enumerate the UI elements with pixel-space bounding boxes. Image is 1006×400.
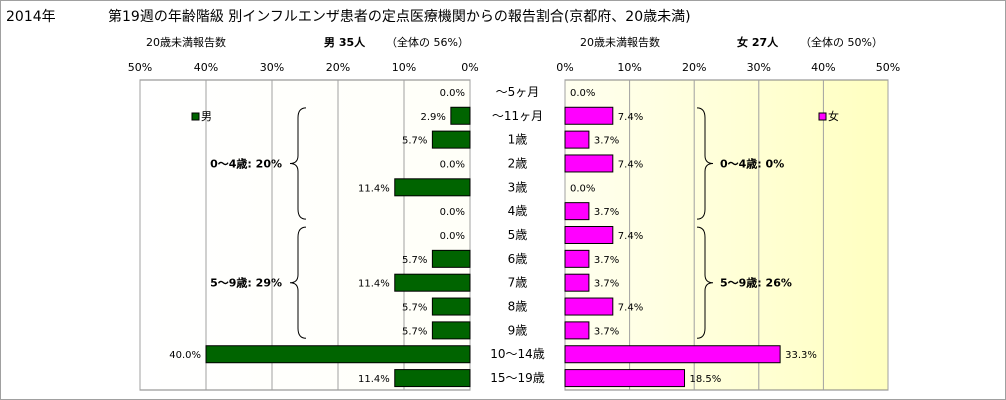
age-category-label: 9歳 xyxy=(508,323,528,337)
female-bar xyxy=(564,226,614,244)
female-bar xyxy=(564,130,590,149)
female-data-label: 7.4% xyxy=(618,159,643,170)
female-data-label: 3.7% xyxy=(594,279,619,290)
left-tick-label: 0% xyxy=(461,61,478,74)
male-data-label: 11.4% xyxy=(358,374,390,385)
left-tick-label: 10% xyxy=(392,61,416,74)
female-bar xyxy=(564,202,590,221)
male-data-label: 0.0% xyxy=(440,207,465,218)
female-data-label: 0.0% xyxy=(570,183,595,194)
right-tick-label: 20% xyxy=(682,61,706,74)
female-data-label: 7.4% xyxy=(618,112,643,123)
female-data-label: 7.4% xyxy=(618,231,643,242)
female-total: 女 27人 xyxy=(737,36,779,49)
right-caption: 20歳未満報告数 xyxy=(580,36,660,49)
female-bar xyxy=(564,154,614,173)
male-data-label: 2.9% xyxy=(420,112,445,123)
chart-title: 第19週の年齢階級 別インフルエンザ患者の定点医療機関からの報告割合(京都府、2… xyxy=(108,9,691,25)
right-group-brace xyxy=(696,107,714,220)
male-bar xyxy=(431,249,471,268)
female-share: （全体の 50%） xyxy=(800,36,883,49)
age-category-label: 5歳 xyxy=(508,228,528,242)
female-bar xyxy=(564,106,614,125)
male-bar xyxy=(450,106,471,125)
female-data-label: 7.4% xyxy=(618,303,643,314)
male-data-label: 5.7% xyxy=(402,255,427,266)
right-tick-label: 40% xyxy=(811,61,835,74)
right-group-brace xyxy=(696,226,714,339)
female-bar xyxy=(564,321,590,340)
male-data-label: 0.0% xyxy=(440,231,465,242)
male-bar xyxy=(394,273,471,292)
female-legend-label: 女 xyxy=(828,109,839,123)
age-category-label: 3歳 xyxy=(508,180,528,194)
right-tick-label: 0% xyxy=(556,61,573,74)
right-tick-label: 10% xyxy=(617,61,641,74)
male-bar xyxy=(205,345,471,364)
male-data-label: 40.0% xyxy=(169,350,201,361)
male-data-label: 11.4% xyxy=(358,183,390,194)
left-group-annotation: 5～9歳: 29% xyxy=(210,276,282,290)
male-bar xyxy=(431,297,471,316)
female-data-label: 3.7% xyxy=(594,255,619,266)
left-tick-label: 50% xyxy=(128,61,152,74)
left-tick-label: 40% xyxy=(194,61,218,74)
male-bar xyxy=(394,369,471,388)
female-legend-swatch xyxy=(818,112,827,121)
left-plot-area xyxy=(139,79,471,391)
male-bar xyxy=(431,321,471,340)
female-data-label: 33.3% xyxy=(785,350,817,361)
male-bar xyxy=(431,130,471,149)
age-category-label: 7歳 xyxy=(508,276,528,290)
male-total: 男 35人 xyxy=(324,36,366,49)
age-category-label: 8歳 xyxy=(508,300,528,314)
male-data-label: 11.4% xyxy=(358,279,390,290)
right-group-annotation: 0～4歳: 0% xyxy=(720,156,784,170)
left-group-brace xyxy=(289,107,307,220)
right-group-annotation: 5～9歳: 26% xyxy=(720,276,792,290)
left-group-brace xyxy=(289,226,307,339)
male-legend-swatch xyxy=(191,112,200,121)
age-category-label: ～5ヶ月 xyxy=(496,85,540,99)
right-tick-label: 30% xyxy=(747,61,771,74)
male-bar xyxy=(394,178,471,197)
left-group-annotation: 0～4歳: 20% xyxy=(210,156,282,170)
female-data-label: 0.0% xyxy=(570,88,595,99)
male-data-label: 0.0% xyxy=(440,88,465,99)
age-category-label: 4歳 xyxy=(508,204,528,218)
right-plot-area xyxy=(564,79,889,391)
male-data-label: 0.0% xyxy=(440,159,465,170)
age-category-label: 1歳 xyxy=(508,133,528,147)
female-bar xyxy=(564,297,614,316)
age-category-label: ～11ヶ月 xyxy=(492,109,543,123)
female-data-label: 3.7% xyxy=(594,136,619,147)
female-data-label: 3.7% xyxy=(594,207,619,218)
female-data-label: 3.7% xyxy=(594,326,619,337)
male-data-label: 5.7% xyxy=(402,136,427,147)
left-caption: 20歳未満報告数 xyxy=(146,36,226,49)
age-category-label: 2歳 xyxy=(508,156,528,170)
female-data-label: 18.5% xyxy=(690,374,722,385)
year-label: 2014年 xyxy=(6,9,56,25)
left-tick-label: 30% xyxy=(260,61,284,74)
male-legend-label: 男 xyxy=(201,110,212,123)
right-tick-label: 50% xyxy=(876,61,900,74)
male-share: （全体の 56%） xyxy=(386,36,469,49)
female-bar xyxy=(564,273,590,292)
age-category-label: 15～19歳 xyxy=(490,371,545,385)
age-category-label: 6歳 xyxy=(508,252,528,266)
female-bar xyxy=(564,345,781,364)
female-bar xyxy=(564,249,590,268)
age-category-label: 10～14歳 xyxy=(490,347,545,361)
male-data-label: 5.7% xyxy=(402,326,427,337)
male-data-label: 5.7% xyxy=(402,303,427,314)
left-tick-label: 20% xyxy=(326,61,350,74)
female-bar xyxy=(564,369,686,388)
